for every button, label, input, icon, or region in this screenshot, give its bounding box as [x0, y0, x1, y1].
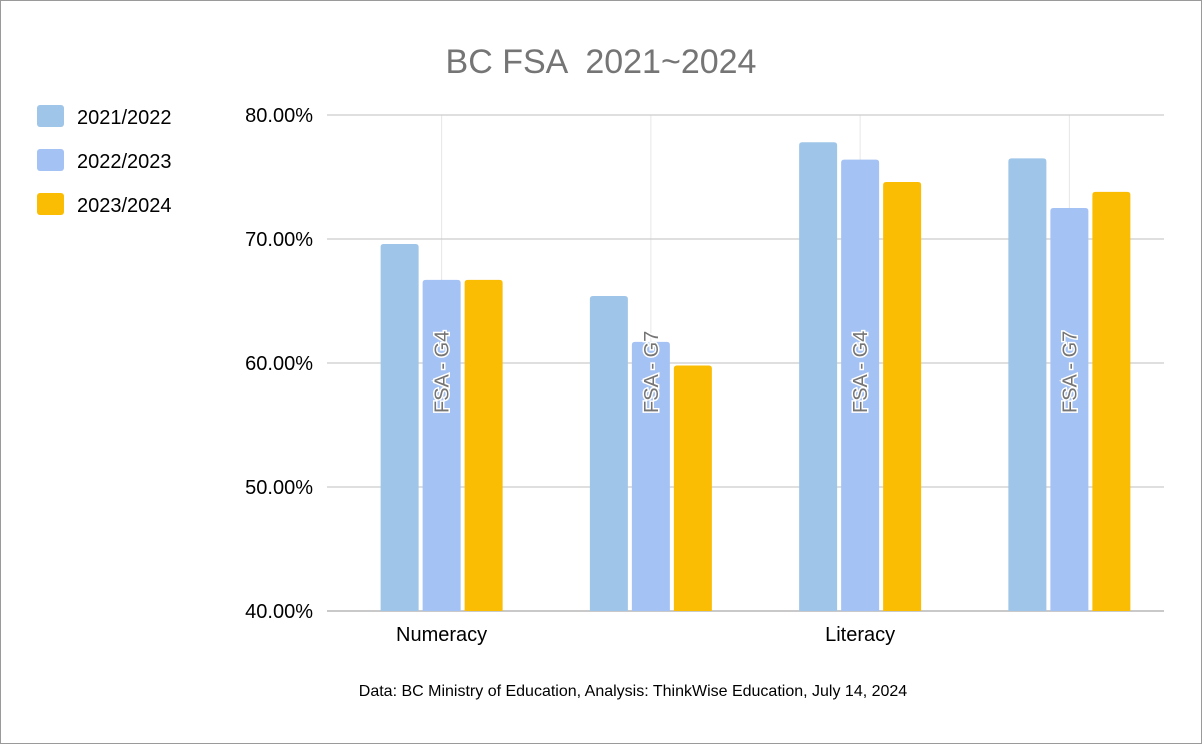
bar-2022-2023-2 [841, 159, 880, 611]
category-label: FSA - G4 [432, 331, 454, 413]
category-label: FSA - G7 [1059, 331, 1081, 413]
legend-label: 2022/2023 [77, 151, 172, 173]
bar-2021-2022-3 [1008, 158, 1047, 611]
y-tick-label: 40.00% [245, 601, 313, 623]
bar-2021-2022-1 [589, 296, 628, 611]
bar-2023-2024-1 [673, 365, 712, 611]
legend-swatch [37, 105, 64, 127]
group-label: Numeracy [396, 624, 487, 646]
bar-2022-2023-3 [1050, 208, 1089, 611]
y-tick-label: 60.00% [245, 353, 313, 375]
bar-2021-2022-2 [799, 142, 838, 611]
bar-2023-2024-3 [1092, 191, 1131, 611]
legend: 2021/2022 2022/2023 2023/2024 [37, 105, 172, 217]
y-tick-label: 70.00% [245, 229, 313, 251]
legend-swatch [37, 193, 64, 215]
chart-title: BC FSA 2021~2024 [446, 43, 757, 81]
group-label: Literacy [825, 624, 895, 646]
legend-label: 2021/2022 [77, 107, 172, 129]
bars [380, 142, 1131, 611]
legend-swatch [37, 149, 64, 171]
legend-label: 2023/2024 [77, 195, 172, 217]
category-labels: FSA - G4 FSA - G7 FSA - G4 FSA - G7 [430, 329, 1083, 414]
y-axis-ticks: 40.00% 50.00% 60.00% 70.00% 80.00% [245, 105, 313, 623]
category-label: FSA - G7 [641, 331, 663, 413]
bar-2022-2023-1 [631, 341, 670, 611]
x-axis-group-labels: Numeracy Literacy [396, 624, 895, 646]
bar-2022-2023-0 [422, 279, 461, 611]
y-tick-label: 80.00% [245, 105, 313, 127]
bar-2021-2022-0 [380, 243, 419, 611]
category-label: FSA - G4 [850, 331, 872, 413]
bar-2023-2024-0 [464, 279, 503, 611]
y-tick-label: 50.00% [245, 477, 313, 499]
source-note: Data: BC Ministry of Education, Analysis… [359, 683, 908, 700]
bar-2023-2024-2 [883, 181, 922, 611]
